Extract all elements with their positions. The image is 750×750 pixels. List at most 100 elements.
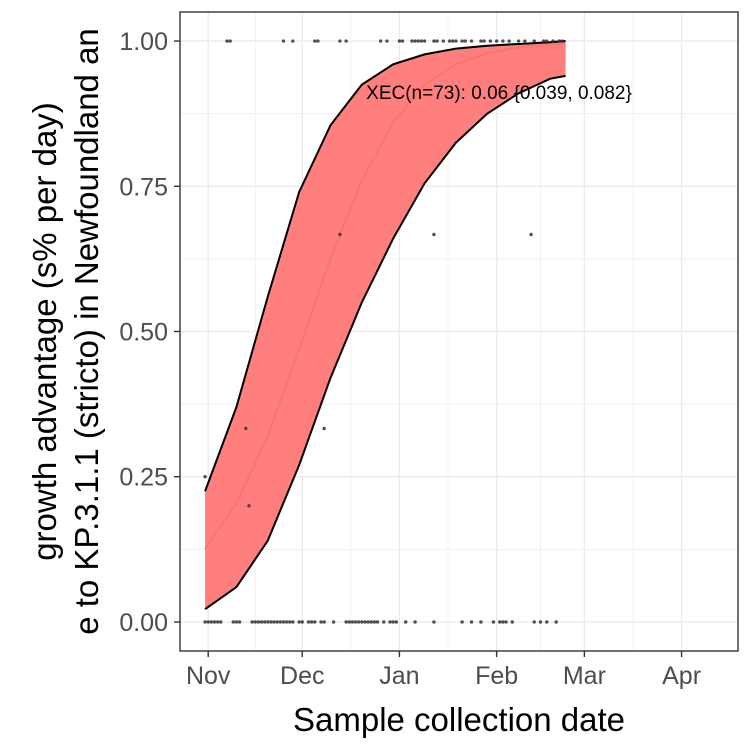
data-point — [306, 620, 311, 624]
data-point — [215, 620, 220, 624]
data-point — [350, 620, 355, 624]
data-point — [410, 39, 414, 43]
data-point — [228, 39, 232, 43]
data-point — [491, 620, 496, 624]
data-point — [479, 39, 483, 43]
data-point — [259, 620, 264, 624]
data-point — [275, 620, 279, 624]
fit-line-layer — [204, 42, 566, 550]
data-point — [206, 620, 210, 624]
data-point — [344, 39, 348, 43]
data-point — [432, 39, 436, 43]
data-point — [281, 620, 286, 624]
data-point — [237, 620, 242, 624]
ribbon-upper-bound — [204, 40, 566, 492]
data-point — [510, 620, 514, 624]
data-point — [288, 620, 292, 624]
data-point — [331, 620, 336, 624]
data-point — [416, 39, 420, 43]
data-point — [460, 620, 464, 624]
data-point — [554, 620, 558, 624]
y-tick-label: 0.25 — [119, 464, 168, 492]
data-point — [538, 620, 543, 624]
data-point — [244, 426, 248, 431]
data-point — [523, 39, 527, 43]
x-tick-label: Feb — [475, 662, 518, 690]
y-tick-label: 0.50 — [119, 319, 168, 347]
data-point — [225, 39, 229, 43]
data-point — [313, 620, 317, 624]
data-point — [501, 620, 505, 624]
data-point — [532, 39, 536, 43]
data-points — [203, 39, 565, 624]
data-point — [400, 39, 405, 43]
x-axis: Nov Dec Jan Feb Mar Apr — [186, 651, 701, 690]
data-point — [469, 39, 474, 43]
data-point — [454, 39, 458, 43]
y-axis: 0.00 0.25 0.50 0.75 1.00 — [119, 28, 180, 637]
data-point — [344, 620, 348, 624]
data-point — [212, 620, 217, 624]
data-point — [494, 39, 499, 43]
data-point — [319, 620, 323, 624]
data-point — [353, 620, 358, 624]
data-point — [460, 39, 464, 43]
data-point — [272, 620, 276, 624]
x-tick-label: Apr — [662, 662, 701, 690]
data-point — [498, 620, 502, 624]
data-point — [356, 620, 361, 624]
data-point — [291, 39, 295, 43]
data-point — [557, 39, 562, 43]
data-point — [394, 620, 399, 624]
y-axis-title-line-2: e to KP.3.1.1 (stricto) in Newfoundland … — [68, 28, 105, 635]
y-tick-label: 1.00 — [119, 28, 168, 56]
data-point — [269, 620, 273, 624]
data-point — [266, 620, 270, 624]
data-point — [231, 620, 235, 624]
data-point — [322, 620, 326, 624]
x-tick-label: Jan — [379, 662, 419, 690]
data-point — [541, 39, 546, 43]
data-point — [322, 426, 326, 431]
data-point — [388, 620, 392, 624]
x-tick-label: Mar — [563, 662, 606, 690]
data-point — [447, 39, 452, 43]
data-point — [463, 39, 467, 43]
x-axis-title: Sample collection date — [293, 701, 625, 738]
data-point — [297, 620, 301, 624]
data-point — [309, 620, 314, 624]
data-point — [234, 620, 239, 624]
data-point — [422, 39, 427, 43]
data-point — [413, 39, 417, 43]
data-point — [369, 620, 373, 624]
data-point — [338, 232, 342, 237]
y-tick-label: 0.00 — [119, 609, 168, 637]
y-axis-title-line-1: growth advantage (s% per day) — [26, 102, 63, 561]
data-point — [404, 620, 408, 624]
x-tick-label: Nov — [186, 662, 231, 690]
data-point — [529, 232, 533, 237]
data-point — [300, 620, 304, 624]
confidence-ribbon — [205, 41, 566, 610]
annotation-label: XEC(n=73): 0.06 {0.039, 0.082} — [366, 83, 632, 104]
data-point — [278, 620, 283, 624]
data-point — [551, 39, 555, 43]
fit-line — [204, 42, 566, 550]
data-point — [209, 620, 214, 624]
data-point — [203, 475, 207, 479]
data-point — [291, 620, 295, 624]
data-point — [469, 620, 474, 624]
data-point — [385, 39, 389, 43]
data-point — [372, 620, 377, 624]
data-point — [256, 620, 261, 624]
data-point — [313, 39, 317, 43]
data-point — [545, 39, 549, 43]
data-point — [391, 620, 395, 624]
data-point — [284, 620, 289, 624]
data-point — [507, 39, 511, 43]
x-tick-label: Dec — [280, 662, 324, 690]
data-point — [441, 39, 446, 43]
data-point — [397, 39, 402, 43]
data-point — [432, 620, 436, 624]
